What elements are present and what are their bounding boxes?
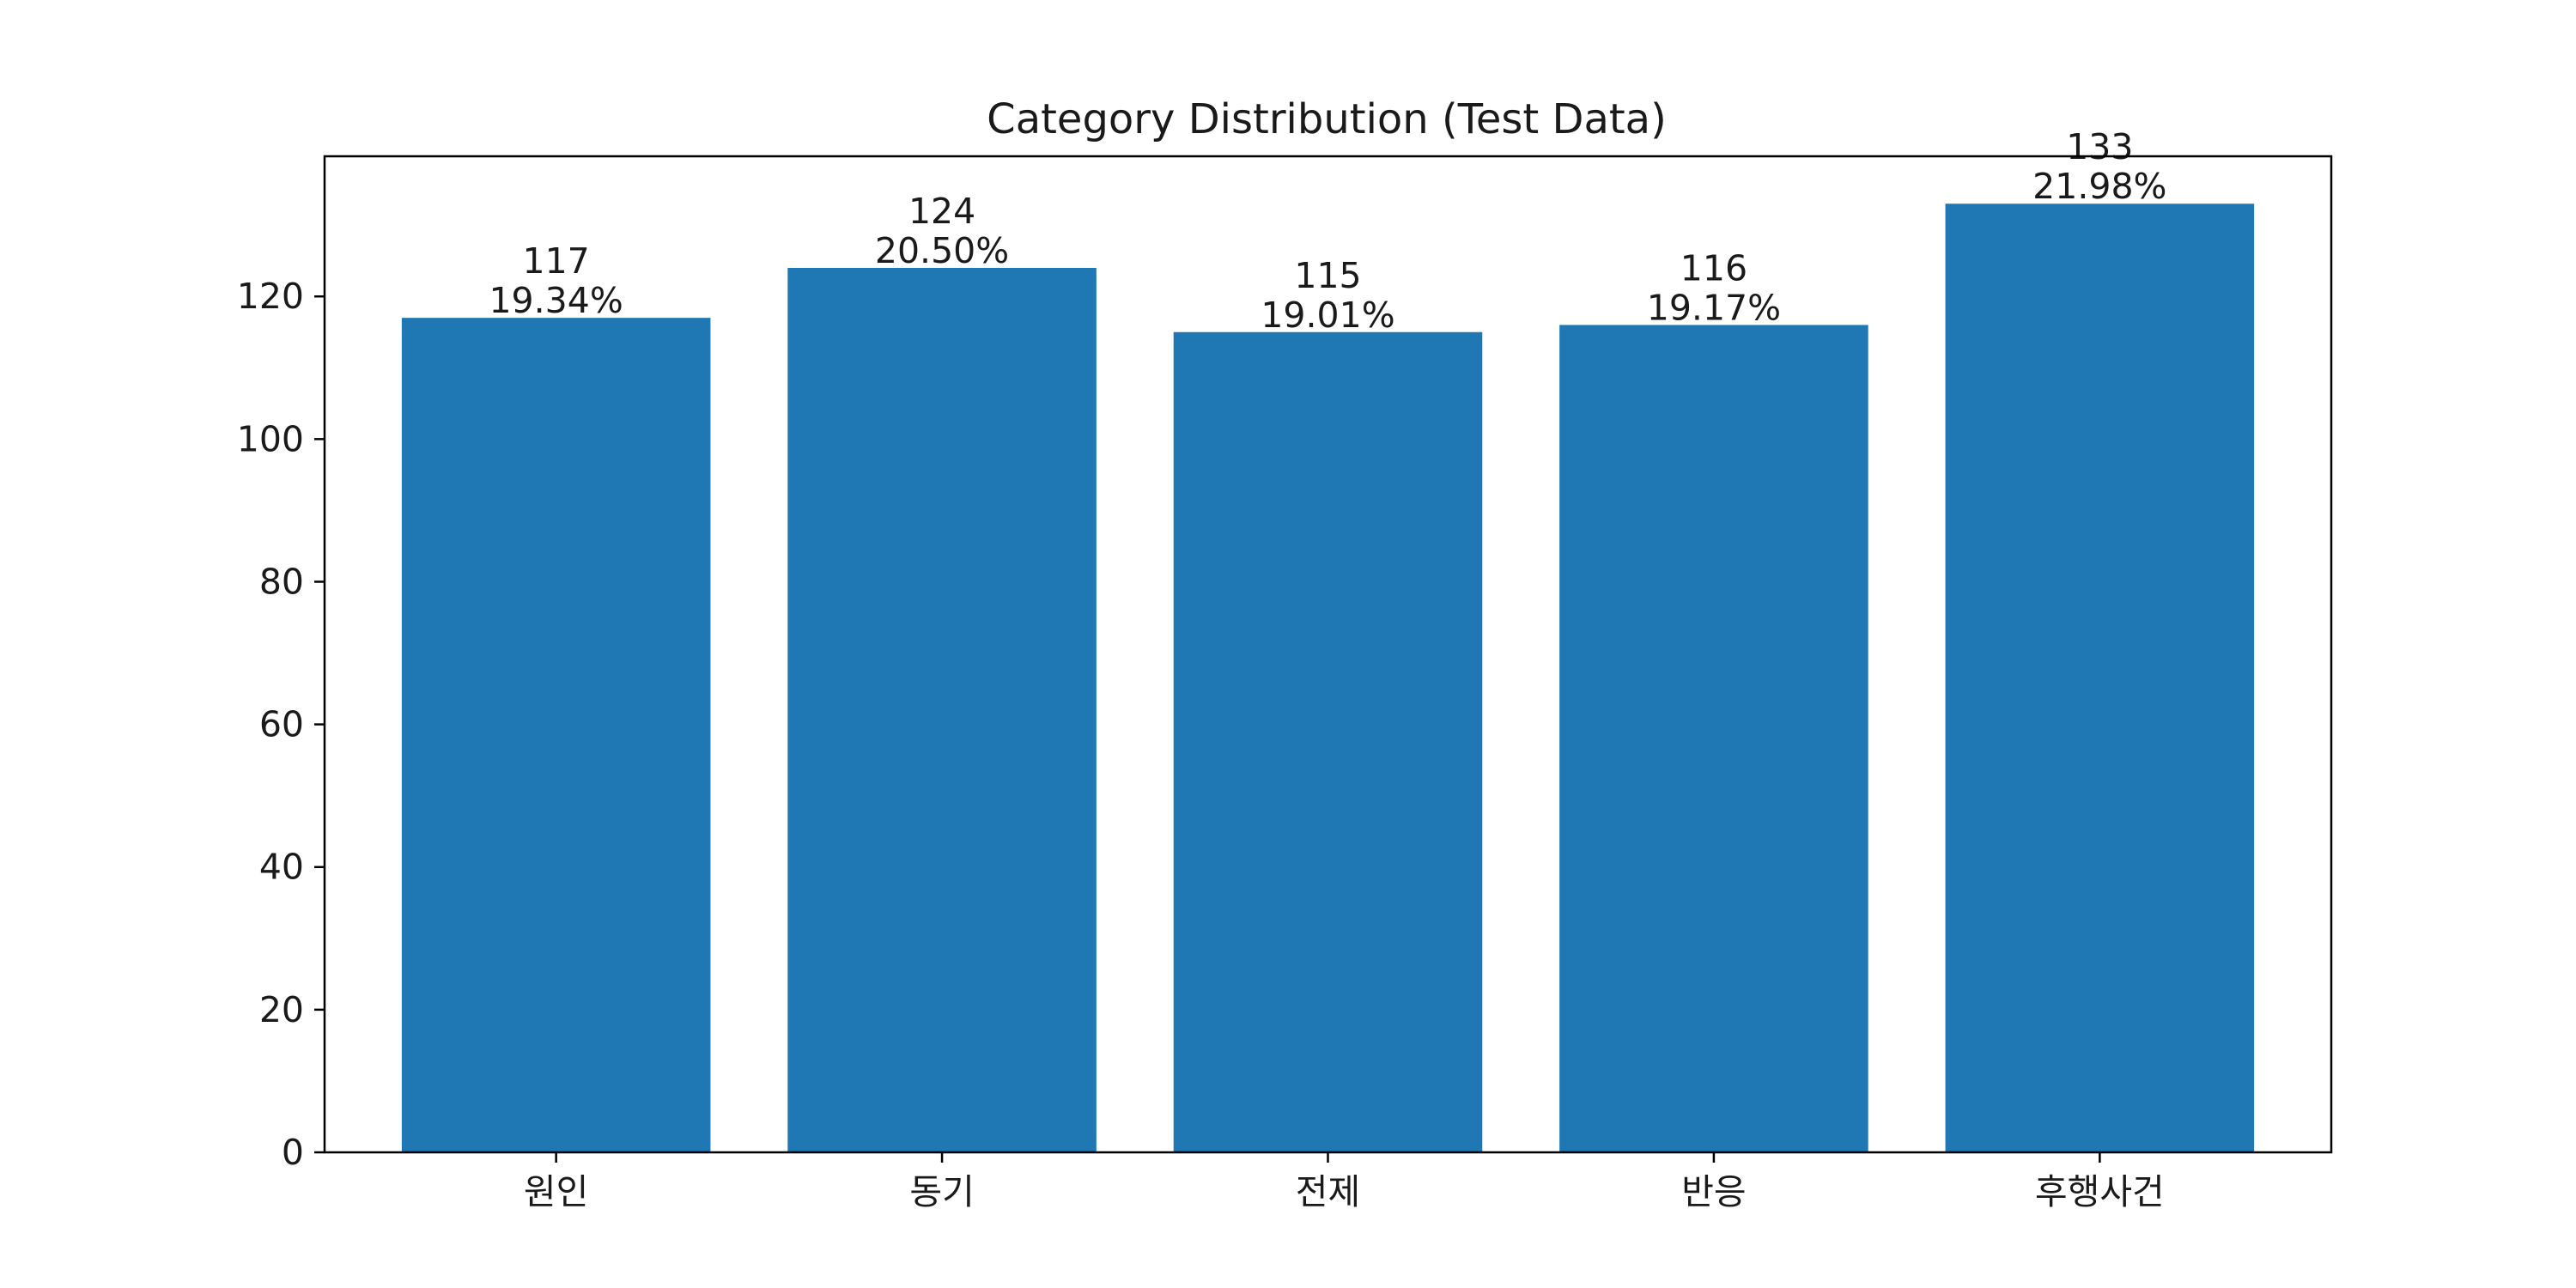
x-tick-label: 후행사건 [2035,1171,2165,1212]
y-tick-label: 100 [237,418,304,459]
bar-value-label: 133 [2066,126,2133,167]
bar-5 [1945,204,2255,1153]
x-tick-label: 동기 [909,1171,974,1212]
bar-percent-label: 19.34% [489,280,623,321]
chart-title: Category Distribution (Test Data) [987,95,1667,143]
plot-frame [323,155,2333,1154]
bar-value-label: 124 [908,191,975,232]
bar-value-label: 116 [1680,247,1747,289]
y-tick-label: 40 [259,847,304,888]
y-tick-label: 20 [259,989,304,1030]
bar-2 [787,267,1097,1152]
y-tick-label: 80 [259,561,304,602]
y-tick-label: 120 [237,276,304,317]
x-tick-label: 전제 [1296,1171,1360,1212]
x-tick-label: 반응 [1681,1171,1746,1212]
x-axis: 원인 동기 전제 반응 후행사건 [524,1152,2165,1212]
bar-value-label: 115 [1294,255,1361,296]
y-tick-label: 0 [282,1132,304,1173]
bar-percent-label: 19.01% [1261,295,1394,336]
bars-layer [401,204,2255,1153]
bar-percent-label: 21.98% [2032,166,2166,207]
y-tick-label: 60 [259,704,304,745]
y-axis: 0 20 40 60 80 100 120 [237,276,325,1173]
bar-4 [1559,325,1868,1153]
bar-percent-label: 20.50% [875,230,1009,271]
bar-1 [401,318,711,1152]
bar-3 [1173,331,1483,1152]
x-tick-label: 원인 [524,1171,588,1212]
bar-percent-label: 19.17% [1647,287,1781,328]
bar-value-label: 117 [523,240,590,282]
